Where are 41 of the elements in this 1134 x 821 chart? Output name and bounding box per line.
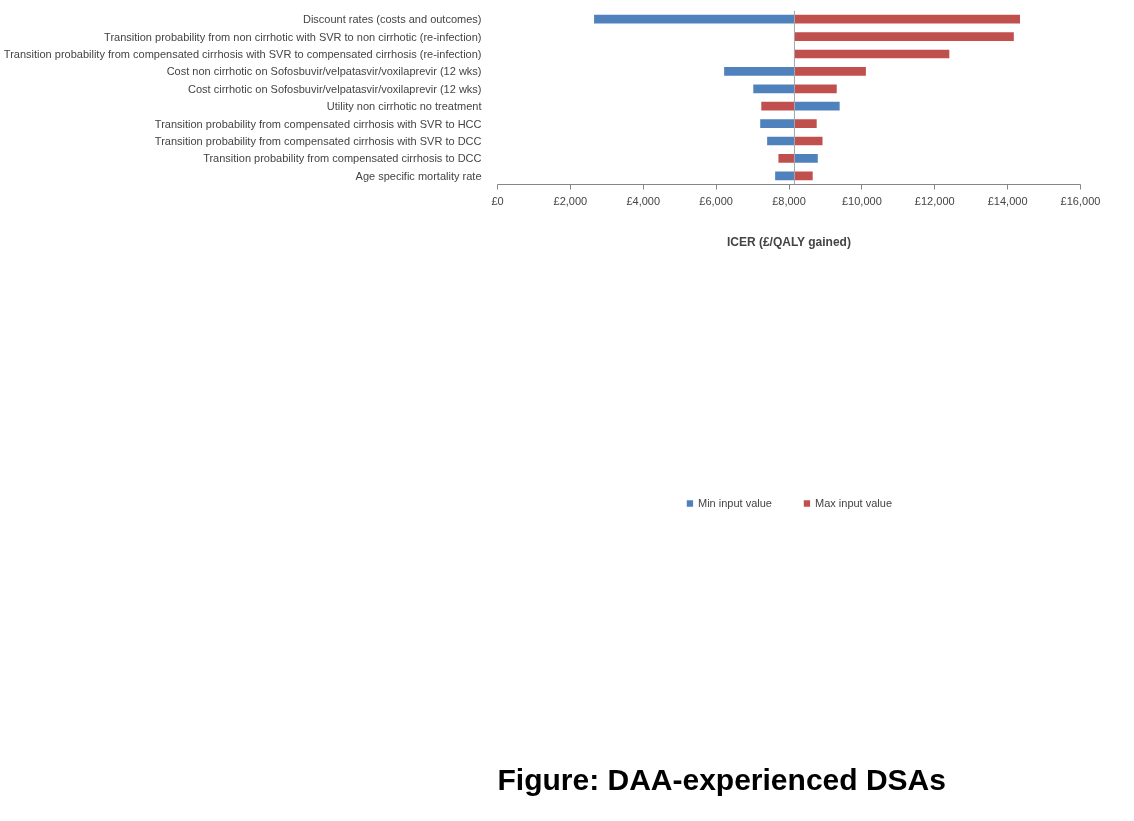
x-tick-label: £2,000 <box>553 194 588 207</box>
bar <box>794 49 950 59</box>
bar <box>794 67 866 76</box>
x-tick-label: £12,000 <box>914 194 955 207</box>
bar <box>767 136 795 146</box>
bar <box>760 119 795 128</box>
x-tick-label: £8,000 <box>772 194 806 207</box>
x-tick-label: £4,000 <box>626 194 661 207</box>
y-tick-label: Transition probability from compensated cirrhosis with SVR to DCC <box>154 135 482 147</box>
y-tick-label: Discount rates (costs and outcomes) <box>302 13 482 26</box>
legend-label: Max input value <box>814 497 893 509</box>
bar <box>794 136 823 146</box>
bar <box>794 119 817 128</box>
y-tick-label: Age specific mortality rate <box>355 169 482 182</box>
bar <box>775 171 795 181</box>
y-tick-label: Transition probability from compensated cirrhosis to DCC <box>203 152 482 165</box>
bar <box>761 101 795 111</box>
bar <box>753 84 795 94</box>
y-tick-label: Cost non cirrhotic on Sofosbuvir/velpatasvir/voxilaprevir (12 wks) <box>166 65 482 78</box>
x-tick-label: £6,000 <box>699 194 733 207</box>
bar <box>794 101 840 111</box>
y-tick-label: Cost cirrhotic on Sofosbuvir/velpatasvir/voxilaprevir (12 wks) <box>188 82 482 95</box>
bar <box>794 171 813 181</box>
x-tick-label: £0 <box>491 194 504 207</box>
y-tick-label: Transition probability from compensated cirrhosis with SVR to HCC <box>154 117 482 130</box>
bar <box>778 154 795 163</box>
text: Figure: DAA-experienced DSAs <box>497 762 946 796</box>
bar <box>794 84 837 94</box>
y-tick-label: Transition probability from non cirrhotic with SVR to non cirrhotic (re-infection) <box>104 30 482 43</box>
bar <box>794 154 818 163</box>
y-tick-label: Utility non cirrhotic no treatment <box>326 100 482 113</box>
bar <box>724 67 795 76</box>
x-axis-title: ICER (£/QALY gained) <box>726 234 851 249</box>
legend-label: Min input value <box>697 497 772 509</box>
bar <box>794 32 1014 41</box>
bar <box>794 14 1021 24</box>
y-tick-label: Transition probability from compensated cirrhosis with SVR to compensated cirrhosis (re-infection) <box>3 48 482 60</box>
x-tick-label: £16,000 <box>1060 194 1101 207</box>
x-tick-label: £10,000 <box>841 194 882 207</box>
x-tick-label: £14,000 <box>987 194 1028 207</box>
bar <box>594 14 795 24</box>
